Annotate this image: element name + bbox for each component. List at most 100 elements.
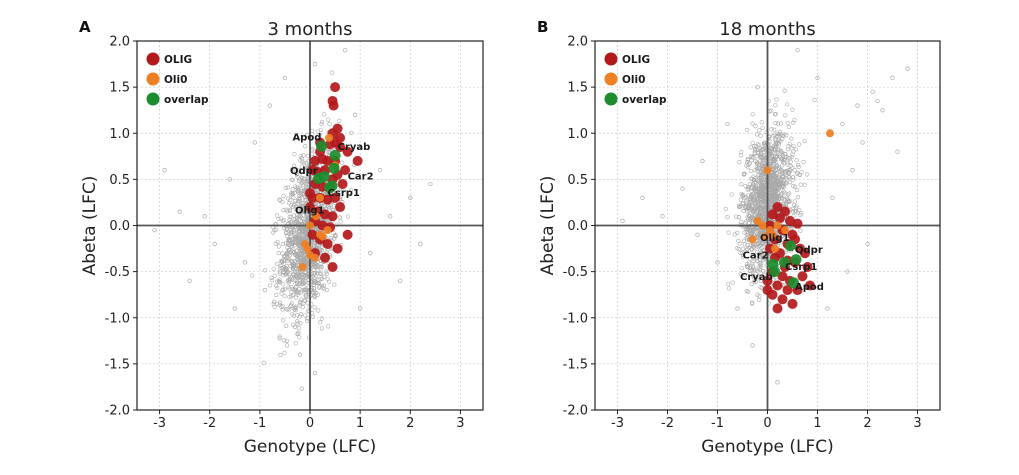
point-overlap: [790, 254, 802, 266]
background-point: [284, 343, 290, 348]
background-point: [782, 88, 787, 93]
gene-label: Olig1: [295, 206, 325, 217]
background-point: [298, 158, 303, 163]
y-axis-label: Abeta (LFC): [538, 176, 558, 276]
x-tick-label: 2: [406, 416, 414, 431]
background-point: [349, 130, 354, 135]
background-point: [759, 245, 764, 251]
background-point: [785, 121, 790, 126]
background-point: [277, 336, 282, 341]
panel-label: B: [537, 18, 548, 36]
point-oli0: [826, 129, 834, 138]
background-point: [775, 133, 780, 139]
background-point: [272, 304, 277, 309]
legend-label: Oli0: [622, 74, 645, 86]
point-olig: [800, 248, 810, 259]
point-oli0: [773, 221, 782, 230]
point-olig: [762, 275, 773, 286]
background-point: [793, 184, 798, 189]
point-olig: [335, 202, 346, 213]
background-point: [754, 161, 759, 167]
background-point: [785, 162, 790, 167]
point-olig: [325, 139, 336, 150]
x-tick-label: 0: [306, 416, 314, 431]
series-oli0: [748, 129, 834, 253]
background-point: [279, 304, 284, 309]
background-point: [319, 316, 325, 321]
background-point: [299, 191, 304, 196]
background-point: [795, 48, 800, 53]
background-point: [281, 287, 286, 292]
background-point: [796, 164, 801, 170]
background-point: [771, 147, 776, 152]
background-point: [281, 241, 286, 247]
background-point: [319, 283, 325, 289]
background-point: [753, 123, 758, 129]
background-point: [299, 205, 304, 210]
background-point: [242, 260, 247, 265]
series-olig: [305, 82, 363, 273]
point-olig: [322, 155, 333, 166]
background-point: [304, 185, 309, 190]
background-point: [758, 251, 763, 256]
background-point: [317, 132, 322, 138]
background-point: [787, 180, 793, 185]
background-point: [298, 245, 303, 250]
background-point: [751, 269, 756, 274]
background-point: [337, 215, 343, 220]
background-point: [281, 208, 286, 213]
background-point: [319, 326, 324, 331]
gene-label: Olig1: [760, 233, 790, 244]
background-point: [269, 278, 275, 283]
background-point: [739, 266, 744, 271]
background-point: [311, 278, 317, 284]
background-point: [250, 273, 255, 278]
background-point: [751, 274, 756, 280]
background-point: [774, 154, 780, 159]
background-point: [322, 286, 327, 291]
background-point: [293, 295, 299, 300]
background-point: [177, 209, 182, 214]
background-point: [781, 174, 786, 179]
background-point: [759, 120, 764, 125]
background-point: [275, 240, 280, 245]
background-point: [751, 208, 756, 213]
background-point: [774, 159, 779, 164]
background-point: [787, 141, 792, 147]
background-point: [328, 204, 333, 209]
background-point: [758, 150, 764, 155]
background-point: [276, 244, 282, 249]
point-overlap: [328, 162, 340, 174]
gene-label: Qdpr: [795, 245, 823, 256]
background-point: [746, 216, 751, 222]
background-point: [756, 203, 762, 209]
background-point: [293, 285, 298, 290]
x-tick-label: 2: [863, 416, 871, 431]
background-point: [297, 217, 302, 222]
background-point: [784, 102, 790, 107]
y-tick-label: -0.5: [563, 265, 588, 280]
background-point: [740, 254, 746, 259]
background-point: [297, 281, 302, 286]
background-point: [272, 299, 277, 304]
background-point: [745, 187, 750, 192]
point-olig: [342, 146, 353, 157]
background-point: [757, 294, 762, 299]
background-point: [278, 216, 284, 221]
gene-label: Csrp1: [785, 262, 817, 273]
background-point: [276, 216, 281, 221]
background-point: [281, 318, 286, 323]
background-point: [301, 301, 306, 306]
background-point: [752, 246, 757, 251]
background-point: [738, 197, 744, 202]
background-point: [312, 294, 317, 299]
background-point: [880, 108, 885, 113]
x-tick-label: -3: [153, 416, 166, 431]
background-point: [290, 312, 295, 317]
background-point: [759, 200, 764, 205]
background-point: [781, 153, 786, 158]
background-point: [280, 199, 285, 205]
background-point: [293, 263, 298, 269]
background-point: [293, 341, 298, 346]
